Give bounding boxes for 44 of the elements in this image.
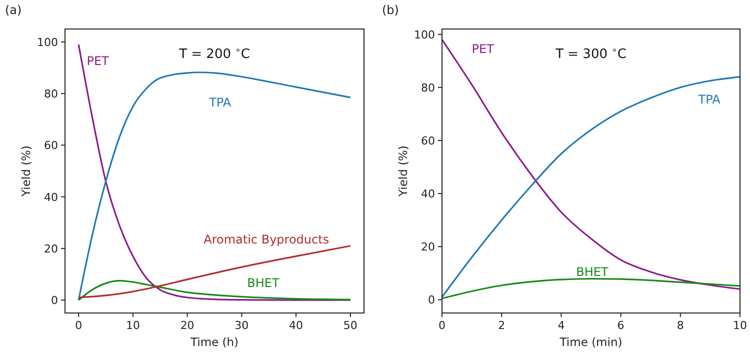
x-tick-label: 0 [438,319,446,332]
y-axis-title: Yield (%) [19,146,33,198]
annotation: T = 300 $^{∘}$C [554,46,626,62]
series-label: PET [472,42,495,56]
x-tick-label: 4 [558,319,565,332]
series-label: Aromatic Byproducts [204,232,330,246]
y-tick-label: 20 [44,242,58,256]
x-tick-label: 30 [234,319,249,332]
y-tick-label: 40 [421,188,435,201]
series-label: TPA [208,95,232,110]
x-axis-title: Time (min) [558,335,622,349]
y-tick-label: 60 [421,134,435,148]
series-label: BHET [247,276,280,290]
annotation: T = 200 $^{∘}$C [178,46,250,62]
y-tick-label: 100 [37,36,58,49]
chart-title: (a) [5,3,22,17]
line-series [442,76,740,298]
y-tick-label: 60 [44,139,58,152]
chart-title: (b) [382,3,399,17]
x-tick-label: 6 [617,319,624,332]
y-tick-label: 20 [421,240,435,254]
y-tick-label: 100 [414,28,435,42]
line-series [442,38,740,290]
x-tick-label: 0 [75,319,82,332]
y-tick-label: 80 [421,81,435,94]
series-label: TPA [697,92,722,106]
y-axis-title: Yield (%) [396,146,410,198]
x-axis-title: Time (h) [189,335,239,349]
y-tick-label: 0 [51,294,58,308]
x-tick-label: 2 [498,319,506,332]
x-tick-label: 20 [180,319,194,332]
y-tick-label: 0 [428,294,435,307]
y-tick-label: 80 [44,88,58,101]
line-series [442,278,740,300]
series-label: BHET [576,264,609,279]
x-tick-label: 10 [733,319,747,332]
x-tick-label: 8 [676,319,684,332]
x-tick-label: 40 [289,319,304,332]
x-tick-label: 10 [126,319,140,332]
series-label: PET [86,54,110,68]
x-tick-label: 50 [343,319,358,332]
y-tick-label: 40 [44,190,58,204]
line-series [78,245,352,298]
line-series [78,280,352,301]
